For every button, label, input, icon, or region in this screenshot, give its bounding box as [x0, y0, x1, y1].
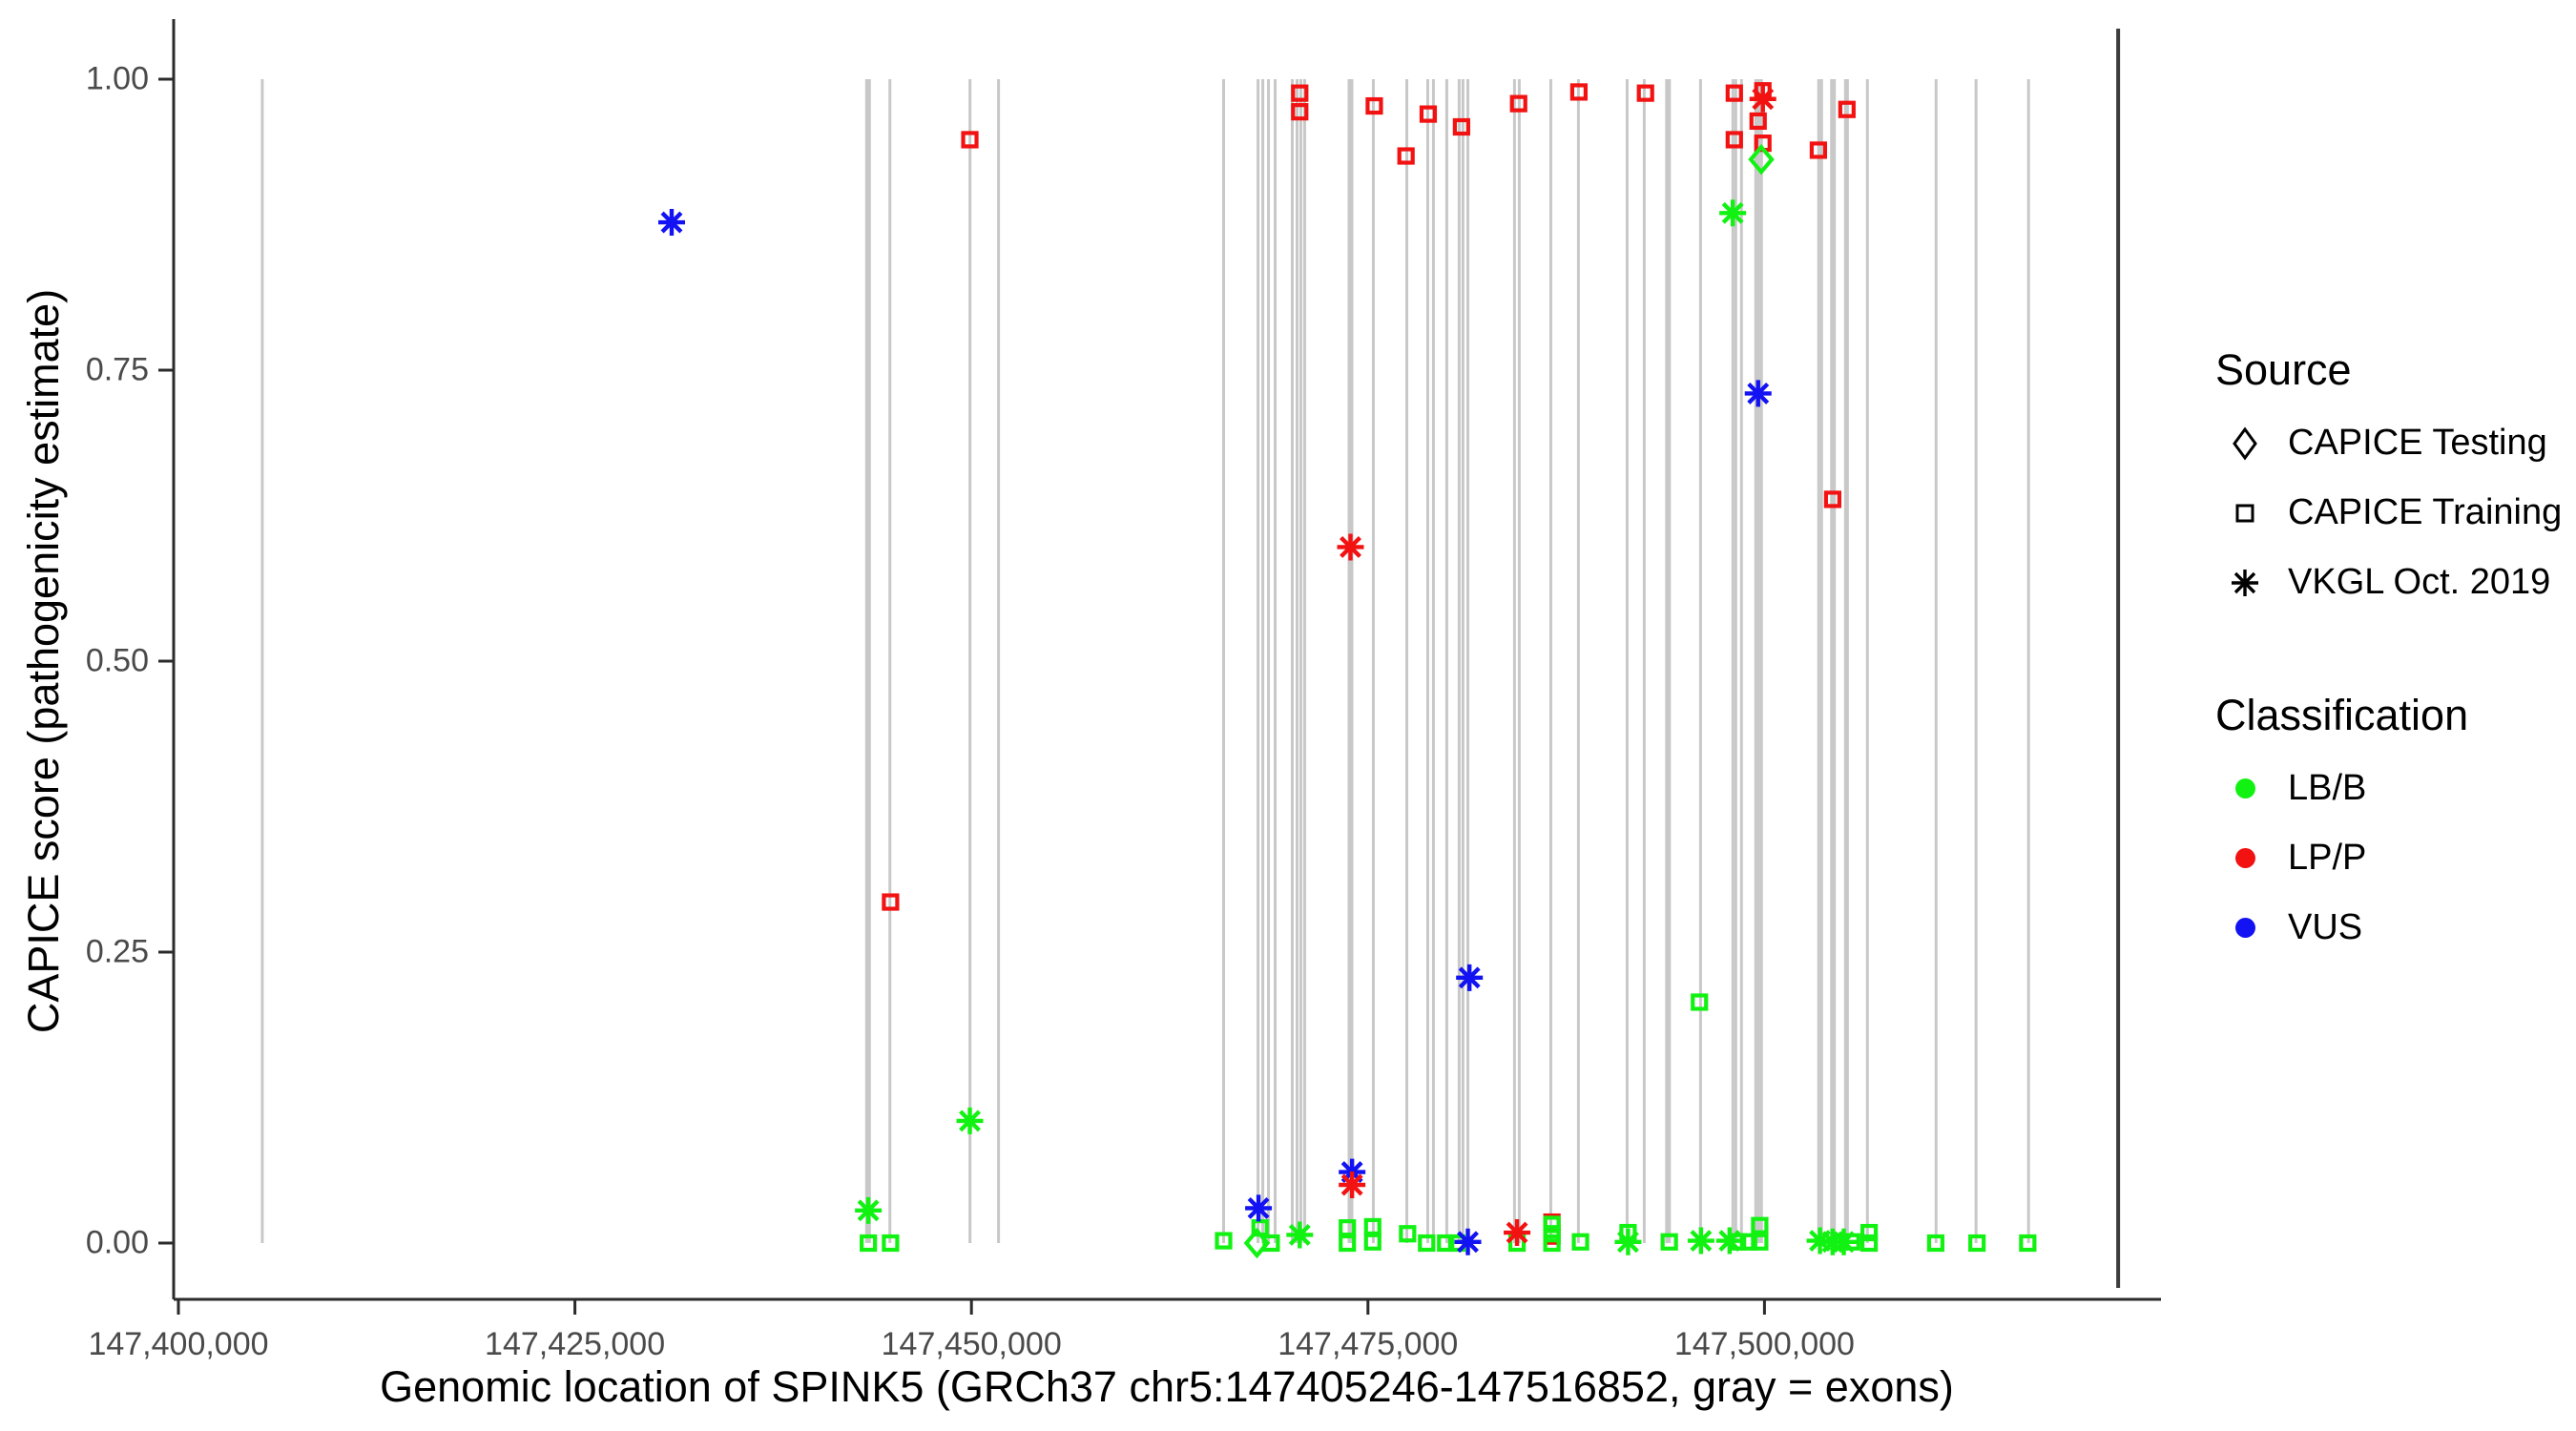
- data-point-asterisk: [1715, 1227, 1743, 1255]
- x-tick-label: 147,500,000: [1673, 1326, 1855, 1362]
- data-point-square: [1365, 96, 1383, 115]
- data-point-asterisk: [1245, 1194, 1273, 1222]
- data-point-asterisk: [1719, 199, 1747, 227]
- data-point-square: [2019, 1234, 2037, 1253]
- data-point-square: [1543, 1215, 1561, 1234]
- data-point-square: [1397, 147, 1415, 165]
- data-point-square: [961, 131, 979, 149]
- legend-item-label: LB/B: [2288, 768, 2367, 808]
- green-dot-icon: [2223, 767, 2267, 811]
- data-point-asterisk: [657, 209, 685, 237]
- legend-item-capice-testing: CAPICE Testing: [2215, 408, 2562, 478]
- data-point-square: [1509, 94, 1527, 113]
- x-tick-label: 147,425,000: [485, 1326, 666, 1362]
- red-dot-icon: [2223, 837, 2267, 881]
- legend-item-capice-training: CAPICE Training: [2215, 478, 2562, 548]
- blue-dot-icon: [2223, 906, 2267, 950]
- data-point-asterisk: [1687, 1227, 1714, 1255]
- data-point-square: [1543, 1234, 1561, 1253]
- data-point-asterisk: [1339, 1172, 1366, 1198]
- legend-source-title: Source: [2215, 345, 2352, 394]
- data-point-diamond: [1243, 1227, 1271, 1259]
- asterisk-icon: [2223, 561, 2267, 605]
- legend-item-lpp: LP/P: [2215, 823, 2468, 893]
- data-point-square: [1968, 1234, 1986, 1253]
- y-tick-label: 0.00: [85, 1224, 149, 1261]
- data-point-asterisk: [1830, 1228, 1858, 1255]
- data-point-square: [1291, 103, 1309, 121]
- x-tick-label: 147,450,000: [881, 1326, 1062, 1362]
- data-point-square: [1569, 83, 1588, 101]
- data-point-square: [1860, 1234, 1879, 1253]
- data-point-square: [1339, 1234, 1357, 1253]
- legend-item-label: LP/P: [2288, 838, 2367, 878]
- legend-classification: Classification LB/B LP/P VUS: [2215, 691, 2468, 963]
- data-point-square: [860, 1234, 878, 1253]
- data-point-asterisk: [1454, 1228, 1482, 1255]
- y-tick-label: 0.50: [85, 642, 149, 679]
- data-point-square: [1725, 131, 1743, 149]
- data-point-square: [1725, 84, 1743, 102]
- data-point-square: [1838, 100, 1856, 118]
- data-point-square: [1751, 1233, 1769, 1251]
- legend-item-vus: VUS: [2215, 893, 2468, 963]
- x-tick-label: 147,475,000: [1278, 1326, 1459, 1362]
- data-point-square: [1751, 1216, 1769, 1234]
- data-point-square: [1399, 1225, 1417, 1243]
- diamond-icon: [2223, 422, 2267, 466]
- y-tick-label: 1.00: [85, 60, 149, 97]
- data-point-square: [1636, 84, 1654, 102]
- data-point-square: [1215, 1232, 1233, 1250]
- data-point-square: [1660, 1233, 1678, 1251]
- data-point-asterisk: [1614, 1228, 1642, 1255]
- data-point-asterisk: [1286, 1221, 1314, 1249]
- data-point-asterisk: [1749, 85, 1776, 113]
- data-point-asterisk: [1744, 380, 1772, 407]
- y-tick-label: 0.75: [85, 351, 149, 388]
- data-point-square: [1437, 1234, 1455, 1253]
- data-point-asterisk: [1456, 964, 1484, 991]
- data-point-square: [1291, 84, 1309, 102]
- data-point-square: [1363, 1233, 1381, 1251]
- square-icon: [2223, 491, 2267, 535]
- data-point-square: [1339, 1219, 1357, 1237]
- legend-source: Source CAPICE Testing CAPICE Training VK…: [2215, 345, 2562, 617]
- data-point-diamond: [1748, 143, 1775, 176]
- data-point-asterisk: [1504, 1219, 1531, 1247]
- legend-item-label: CAPICE Training: [2288, 492, 2563, 532]
- data-point-square: [882, 1234, 900, 1253]
- data-point-square: [1571, 1233, 1589, 1251]
- legend-item-label: VKGL Oct. 2019: [2288, 562, 2551, 602]
- legend-item-vkgl: VKGL Oct. 2019: [2215, 548, 2562, 617]
- x-axis-title: Genomic location of SPINK5 (GRCh37 chr5:…: [380, 1362, 1954, 1411]
- legend-item-label: CAPICE Testing: [2288, 423, 2547, 463]
- data-point-square: [1543, 1225, 1561, 1243]
- data-point-asterisk: [1337, 533, 1364, 561]
- data-point-square: [1809, 141, 1828, 159]
- y-axis-title: CAPICE score (pathogenicity estimate): [19, 288, 68, 1034]
- y-tick-label: 0.25: [85, 933, 149, 970]
- data-point-square: [1926, 1234, 1945, 1253]
- data-point-square: [1419, 105, 1438, 123]
- data-point-square: [1749, 112, 1767, 131]
- legend-classification-title: Classification: [2215, 691, 2469, 739]
- data-point-square: [882, 893, 900, 911]
- data-point-square: [1691, 993, 1709, 1011]
- data-point-square: [1262, 1234, 1280, 1253]
- legend-item-label: VUS: [2288, 907, 2363, 947]
- data-point-square: [1823, 490, 1841, 508]
- legend-item-lbb: LB/B: [2215, 754, 2468, 823]
- x-tick-label: 147,400,000: [88, 1326, 269, 1362]
- data-point-square: [1452, 117, 1470, 136]
- data-point-asterisk: [855, 1196, 883, 1224]
- data-point-asterisk: [956, 1107, 984, 1134]
- data-point-square: [1418, 1234, 1436, 1253]
- data-point-square: [1860, 1223, 1879, 1242]
